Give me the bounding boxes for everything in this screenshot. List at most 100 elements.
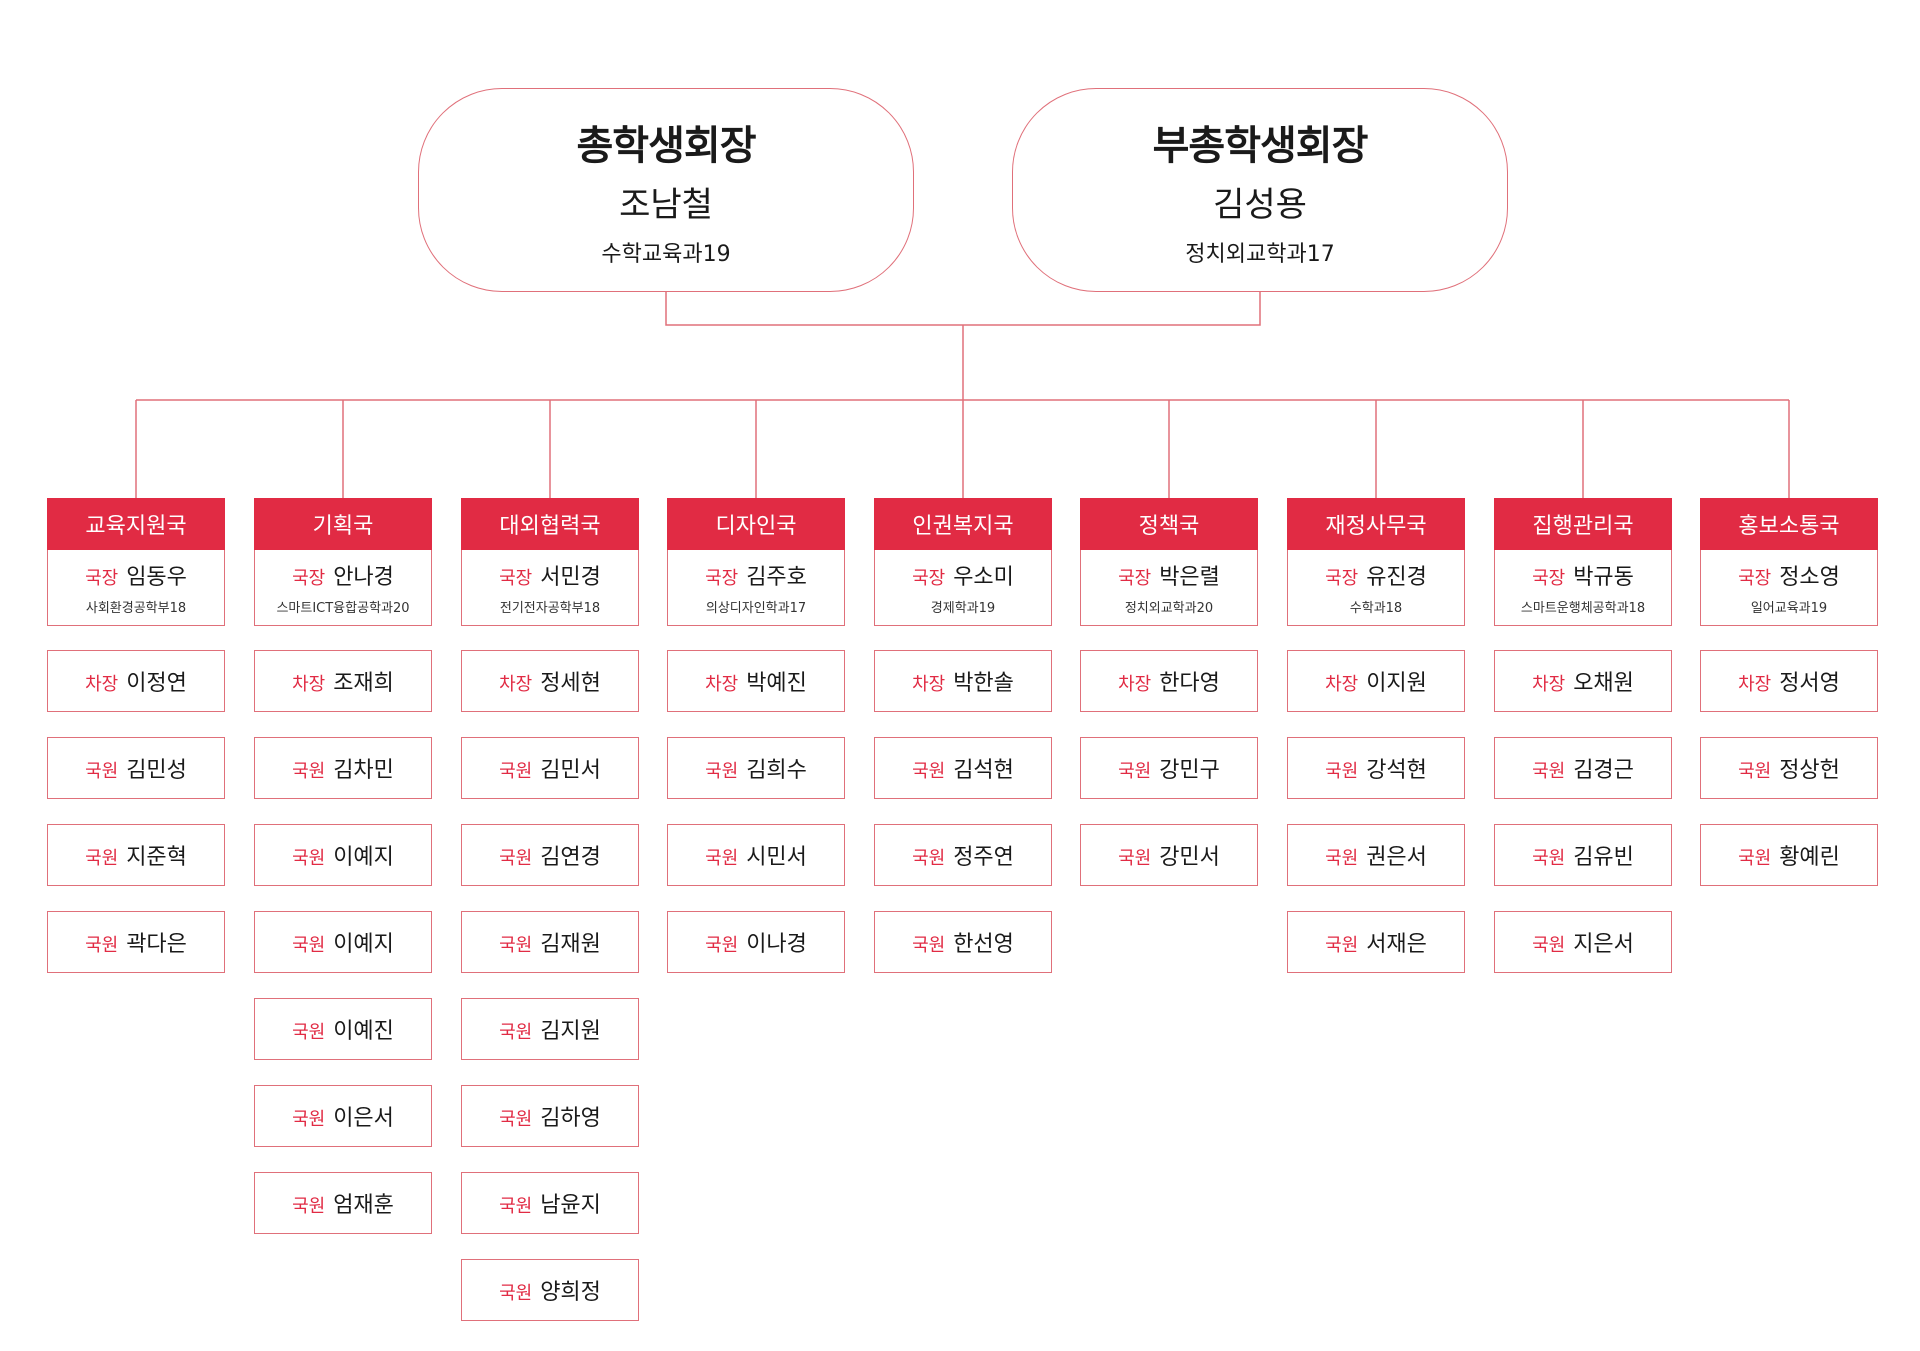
vice-name: 이지원 — [1366, 671, 1427, 696]
member-name: 황예린 — [1779, 845, 1840, 870]
role-label-member: 국원 — [1738, 761, 1772, 782]
vice-line: 차장 정세현 — [499, 665, 601, 697]
vice-box: 차장 조재희 — [254, 650, 432, 712]
member-name: 정주연 — [953, 845, 1014, 870]
vice-box: 차장 박한솔 — [874, 650, 1052, 712]
role-label-vice: 차장 — [85, 674, 119, 695]
head-line: 국장 정소영 — [1738, 559, 1840, 591]
head-line: 국장 우소미 — [912, 559, 1014, 591]
member-line: 국원 지준혁 — [85, 839, 187, 871]
head-dept: 일어교육과19 — [1750, 601, 1828, 616]
member-line: 국원 김지원 — [499, 1013, 601, 1045]
member-box: 국원 김경근 — [1494, 737, 1672, 799]
role-label-member: 국원 — [499, 1109, 533, 1130]
vice-name: 오채원 — [1573, 671, 1634, 696]
member-name: 엄재훈 — [333, 1193, 394, 1218]
department-header: 집행관리국 — [1494, 498, 1672, 550]
head-name: 우소미 — [953, 565, 1014, 590]
department-header: 대외협력국 — [461, 498, 639, 550]
member-line: 국원 서재은 — [1325, 926, 1427, 958]
vice-line: 차장 이정연 — [85, 665, 187, 697]
member-line: 국원 곽다은 — [85, 926, 187, 958]
head-line: 국장 안나경 — [292, 559, 394, 591]
member-name: 지준혁 — [126, 845, 187, 870]
head-name: 박규동 — [1573, 565, 1634, 590]
member-line: 국원 이예진 — [292, 1013, 394, 1045]
role-label-member: 국원 — [85, 848, 119, 869]
member-box: 국원 김하영 — [461, 1085, 639, 1147]
role-label-member: 국원 — [292, 1196, 326, 1217]
member-line: 국원 김하영 — [499, 1100, 601, 1132]
role-label-member: 국원 — [705, 935, 739, 956]
member-box: 국원 김민성 — [47, 737, 225, 799]
vice-president-name: 김성용 — [1213, 184, 1307, 225]
member-name: 김경근 — [1573, 758, 1634, 783]
role-label-member: 국원 — [1118, 761, 1152, 782]
member-box: 국원 김재원 — [461, 911, 639, 973]
head-dept: 스마트ICT융합공학과20 — [276, 601, 410, 616]
department-header: 교육지원국 — [47, 498, 225, 550]
role-label-vice: 차장 — [1738, 674, 1772, 695]
leaders-connector — [665, 291, 1261, 326]
member-line: 국원 김유빈 — [1532, 839, 1634, 871]
member-name: 강석현 — [1366, 758, 1427, 783]
head-box: 국장 유진경 수학과18 — [1287, 550, 1465, 626]
vice-name: 박한솔 — [953, 671, 1014, 696]
member-name: 강민서 — [1159, 845, 1220, 870]
role-label-head: 국장 — [1738, 568, 1772, 589]
member-name: 김재원 — [540, 932, 601, 957]
role-label-member: 국원 — [499, 1196, 533, 1217]
vice-line: 차장 박한솔 — [912, 665, 1014, 697]
member-line: 국원 남윤지 — [499, 1187, 601, 1219]
president-box: 총학생회장 조남철 수학교육과19 — [418, 88, 914, 292]
head-dept: 전기전자공학부18 — [499, 601, 601, 616]
member-line: 국원 김석현 — [912, 752, 1014, 784]
role-label-member: 국원 — [292, 1109, 326, 1130]
role-label-head: 국장 — [499, 568, 533, 589]
member-name: 시민서 — [746, 845, 807, 870]
head-line: 국장 박은렬 — [1118, 559, 1220, 591]
member-line: 국원 김경근 — [1532, 752, 1634, 784]
member-line: 국원 양희정 — [499, 1274, 601, 1306]
role-label-member: 국원 — [912, 935, 946, 956]
role-label-vice: 차장 — [1118, 674, 1152, 695]
vice-box: 차장 오채원 — [1494, 650, 1672, 712]
member-line: 국원 강석현 — [1325, 752, 1427, 784]
head-dept: 경제학과19 — [930, 601, 996, 616]
member-box: 국원 김차민 — [254, 737, 432, 799]
role-label-member: 국원 — [292, 848, 326, 869]
head-name: 김주호 — [746, 565, 807, 590]
member-box: 국원 곽다은 — [47, 911, 225, 973]
role-label-member: 국원 — [499, 848, 533, 869]
role-label-member: 국원 — [705, 848, 739, 869]
member-line: 국원 정주연 — [912, 839, 1014, 871]
member-name: 서재은 — [1366, 932, 1427, 957]
head-dept: 사회환경공학부18 — [85, 601, 187, 616]
member-box: 국원 엄재훈 — [254, 1172, 432, 1234]
member-line: 국원 강민구 — [1118, 752, 1220, 784]
role-label-member: 국원 — [1532, 935, 1566, 956]
member-name: 강민구 — [1159, 758, 1220, 783]
member-line: 국원 시민서 — [705, 839, 807, 871]
head-line: 국장 임동우 — [85, 559, 187, 591]
member-name: 이예진 — [333, 1019, 394, 1044]
member-box: 국원 김민서 — [461, 737, 639, 799]
head-name: 안나경 — [333, 565, 394, 590]
member-line: 국원 이은서 — [292, 1100, 394, 1132]
member-name: 김차민 — [333, 758, 394, 783]
member-box: 국원 정상헌 — [1700, 737, 1878, 799]
head-name: 유진경 — [1366, 565, 1427, 590]
role-label-member: 국원 — [292, 761, 326, 782]
head-line: 국장 박규동 — [1532, 559, 1634, 591]
member-line: 국원 김희수 — [705, 752, 807, 784]
department-header: 디자인국 — [667, 498, 845, 550]
role-label-member: 국원 — [912, 761, 946, 782]
vice-name: 정서영 — [1779, 671, 1840, 696]
vice-name: 정세현 — [540, 671, 601, 696]
department-header: 정책국 — [1080, 498, 1258, 550]
member-name: 이예지 — [333, 932, 394, 957]
